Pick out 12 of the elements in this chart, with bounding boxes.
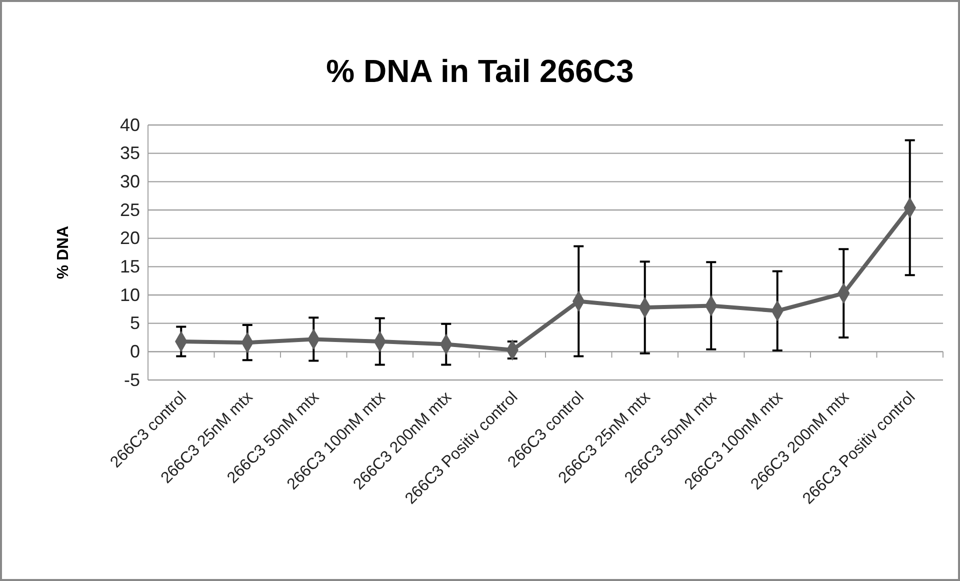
y-axis-title: % DNA (55, 225, 72, 280)
y-tick-label: 30 (120, 171, 140, 192)
y-tick-label: 0 (130, 341, 140, 362)
y-tick-label: 40 (120, 114, 140, 135)
y-tick-label: 15 (120, 256, 140, 276)
y-tick-label: 35 (120, 143, 140, 164)
y-tick-label: 10 (120, 284, 140, 305)
y-tick-label: 25 (120, 200, 140, 220)
y-tick-label: 5 (130, 313, 140, 334)
y-tick-label: 20 (120, 228, 140, 248)
chart-title: % DNA in Tail 266C3 (326, 53, 634, 89)
y-tick-label: -5 (124, 370, 140, 390)
